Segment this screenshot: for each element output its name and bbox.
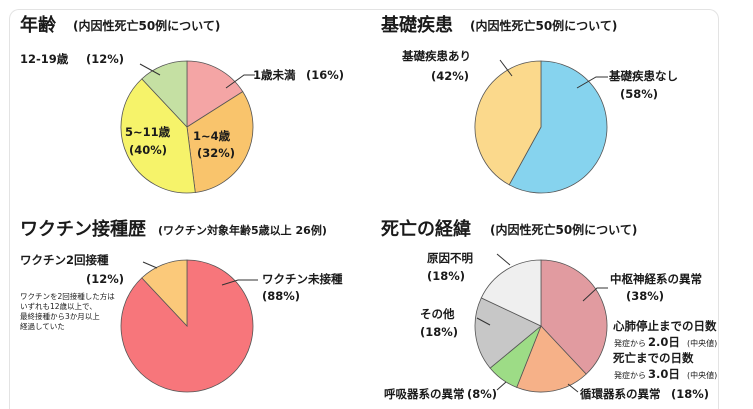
leader-teen	[139, 63, 161, 76]
leader-unknown	[496, 253, 511, 266]
disease-pie	[474, 60, 608, 194]
label-vaccinated: ワクチン2回接種	[20, 253, 109, 267]
vaccine-subtitle: (ワクチン対象年齢5歳以上 26例)	[158, 223, 327, 237]
pie-slice-0-2	[120, 78, 196, 194]
label-no-disease: 基礎疾患なし	[608, 69, 678, 83]
label-1to4: 1~4歳	[193, 129, 231, 143]
age-subtitle: (内因性死亡50例について)	[73, 18, 220, 33]
label-cns: 中枢神経系の異常	[610, 272, 702, 286]
pct-under1: (16%)	[306, 68, 344, 82]
vaccine-note-1: ワクチンを2回接種した方は	[20, 291, 115, 301]
pct-circulatory: (18%)	[671, 387, 709, 401]
cardiac-days-title: 心肺停止までの日数	[613, 319, 717, 333]
pct-no-disease: (58%)	[620, 87, 658, 101]
pie-slice-3-3	[474, 297, 542, 369]
pie-slice-3-4	[480, 259, 542, 327]
disease-title: 基礎疾患	[380, 14, 453, 36]
leader-other	[476, 317, 491, 326]
pie-slice-0-3	[141, 60, 188, 129]
pct-unvaccinated: (88%)	[262, 289, 300, 303]
pct-other: (18%)	[420, 325, 458, 339]
vaccine-note-4: 経過していた	[20, 321, 65, 331]
leader-cns	[582, 287, 608, 302]
pct-vaccinated: (12%)	[86, 272, 124, 286]
pie-slice-2-1	[141, 259, 188, 328]
course-title: 死亡の経緯	[381, 218, 471, 240]
leader-no-disease	[576, 76, 608, 89]
vaccine-note-2: いずれも12歳以上で、	[20, 301, 97, 311]
pct-respiratory: (8%)	[467, 387, 497, 401]
pie-slice-1-0	[508, 60, 608, 194]
label-unknown: 原因不明	[427, 251, 473, 265]
label-teen: 12-19歳	[20, 52, 69, 66]
label-5to11: 5~11歳	[125, 125, 171, 139]
course-subtitle: (内因性死亡50例について)	[490, 222, 637, 237]
leader-circulatory	[567, 383, 579, 393]
age-pie	[120, 60, 254, 194]
leader-unvaccinated	[221, 279, 258, 286]
vaccine-note-3: 最終接種から3か月以上	[20, 311, 100, 321]
leader-vaccinated	[142, 261, 158, 269]
course-pie	[474, 259, 608, 393]
age-title: 年齢	[20, 14, 57, 36]
label-circulatory: 循環器系の異常	[579, 387, 661, 401]
vaccine-title: ワクチン接種歴	[20, 218, 146, 240]
cardiac-days-suffix: (中央値)	[687, 338, 717, 348]
pie-slice-0-0	[186, 60, 244, 128]
leader-respiratory	[496, 381, 507, 391]
label-disease: 基礎疾患あり	[401, 49, 471, 63]
vaccine-pie	[120, 259, 254, 393]
leader-under1	[225, 74, 255, 89]
pct-disease: (42%)	[431, 69, 469, 83]
leader-disease	[499, 59, 513, 77]
label-respiratory: 呼吸器系の異常	[384, 387, 465, 401]
pie-slice-1-1	[474, 60, 542, 186]
death-days-prefix: 発症から	[614, 370, 646, 380]
cardiac-days-prefix: 発症から	[614, 338, 646, 348]
pie-slice-3-1	[516, 325, 587, 393]
leader-lines	[139, 59, 608, 393]
label-unvaccinated: ワクチン未接種	[262, 272, 343, 286]
label-under1: 1歳未満	[253, 68, 296, 82]
pct-unknown: (18%)	[427, 269, 465, 283]
death-days-title: 死亡までの日数	[613, 351, 694, 365]
pct-teen: (12%)	[86, 52, 124, 66]
pie-slice-0-1	[186, 91, 254, 193]
pct-cns: (38%)	[626, 289, 664, 303]
disease-subtitle: (内因性死亡50例について)	[470, 18, 617, 33]
pct-1to4: (32%)	[197, 146, 235, 160]
death-days-suffix: (中央値)	[687, 370, 717, 380]
pct-5to11: (40%)	[129, 143, 167, 157]
pie-slice-3-0	[540, 259, 608, 375]
death-days-value: 3.0日	[648, 367, 680, 381]
label-other: その他	[420, 307, 455, 321]
cardiac-days-value: 2.0日	[648, 335, 680, 349]
